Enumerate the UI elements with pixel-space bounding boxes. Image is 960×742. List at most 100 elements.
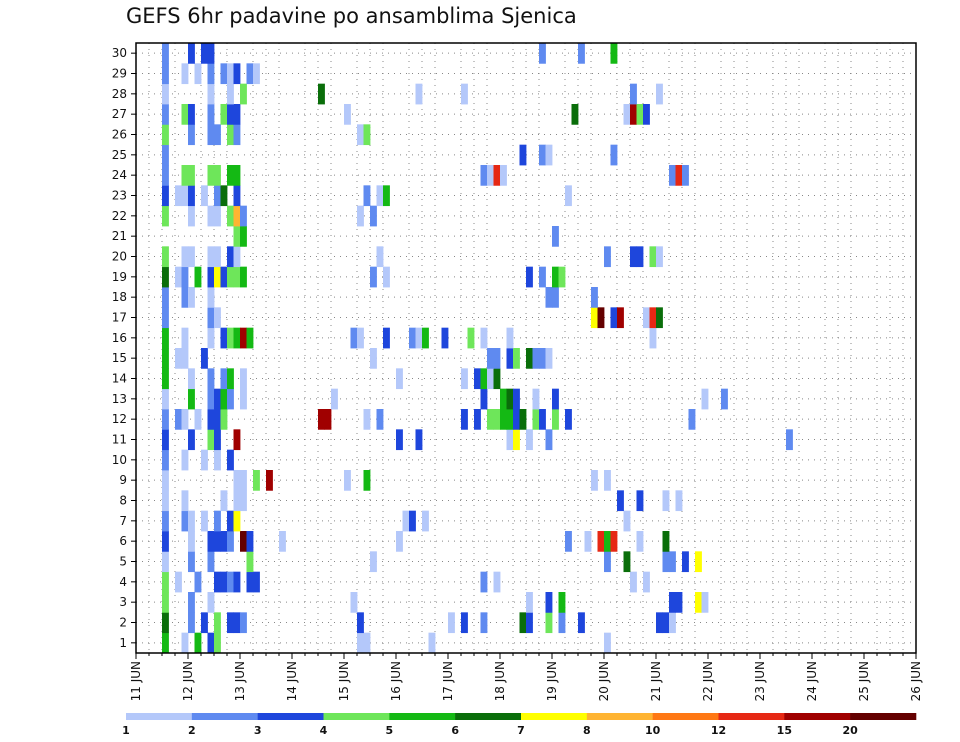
heatmap-cell <box>363 185 371 207</box>
colorbar-swatch <box>126 713 193 720</box>
colorbar-swatch <box>389 713 456 720</box>
heatmap-cell <box>227 104 234 125</box>
heatmap-cell <box>214 124 221 146</box>
colorbar-label: 6 <box>451 724 459 737</box>
heatmap-cell <box>181 287 189 308</box>
heatmap-cell <box>207 409 215 430</box>
heatmap-cell <box>162 348 169 369</box>
heatmap-cell <box>357 124 364 146</box>
heatmap-cell <box>370 551 377 573</box>
heatmap-cell <box>207 551 215 573</box>
heatmap-cell <box>565 531 572 552</box>
heatmap-cell <box>630 246 637 268</box>
colorbar-label: 2 <box>188 724 196 737</box>
heatmap-cell <box>662 490 670 512</box>
heatmap-cell <box>162 43 169 64</box>
heatmap-cell <box>786 429 793 451</box>
heatmap-cell <box>220 531 228 552</box>
heatmap-cell <box>194 266 202 288</box>
heatmap-cell <box>162 368 169 390</box>
colorbar-label: 5 <box>386 724 394 737</box>
heatmap-cell <box>526 429 533 451</box>
y-tick-label: 26 <box>112 128 127 142</box>
colorbar-label: 15 <box>777 724 792 737</box>
heatmap-cell <box>545 144 553 166</box>
heatmap-cell <box>162 510 169 532</box>
heatmap-cell <box>363 409 371 430</box>
heatmap-cell <box>240 612 247 634</box>
heatmap-cell <box>480 612 488 634</box>
y-tick-label: 9 <box>119 473 127 487</box>
heatmap-cell <box>207 307 215 329</box>
heatmap-cell <box>175 348 182 369</box>
heatmap-cell <box>656 307 663 329</box>
heatmap-cell <box>253 63 260 85</box>
heatmap-cell <box>610 307 618 329</box>
heatmap-cell <box>240 490 247 512</box>
heatmap-cell <box>422 327 429 349</box>
x-tick-label: 11 JUN <box>129 661 143 701</box>
heatmap-cell <box>539 266 546 288</box>
heatmap-cell <box>649 246 657 268</box>
y-tick-label: 21 <box>112 229 127 243</box>
heatmap-cell <box>669 165 676 186</box>
heatmap-cell <box>201 612 208 634</box>
heatmap-cell <box>214 429 221 451</box>
heatmap-cell <box>506 409 514 430</box>
heatmap-cell <box>188 246 195 268</box>
heatmap-cell <box>162 429 169 451</box>
heatmap-cell <box>253 470 260 491</box>
heatmap-cell <box>162 104 169 125</box>
heatmap-cell <box>201 348 208 369</box>
heatmap-cell <box>162 83 169 105</box>
heatmap-cell <box>604 632 611 654</box>
heatmap-cell <box>227 571 234 593</box>
heatmap-cell <box>188 205 195 227</box>
heatmap-cell <box>506 348 514 369</box>
heatmap-cells <box>162 43 793 654</box>
heatmap-cell <box>194 409 202 430</box>
heatmap-cell <box>188 165 195 186</box>
heatmap-cell <box>162 63 169 85</box>
heatmap-cell <box>461 83 468 105</box>
heatmap-cell <box>526 348 533 369</box>
y-tick-label: 12 <box>112 412 127 426</box>
heatmap-cell <box>467 327 475 349</box>
heatmap-cell <box>428 632 436 654</box>
heatmap-cell <box>383 266 390 288</box>
heatmap-cell <box>396 429 403 451</box>
heatmap-cell <box>207 104 215 125</box>
heatmap-cell <box>207 388 215 410</box>
heatmap-cell <box>162 632 169 654</box>
heatmap-cell <box>227 205 234 227</box>
colorbar-label: 1 <box>122 724 130 737</box>
heatmap-cell <box>175 266 182 288</box>
heatmap-cell <box>214 165 221 186</box>
heatmap-cell <box>214 205 221 227</box>
x-tick-label: 19 JUN <box>545 661 559 701</box>
heatmap-cell <box>623 510 631 532</box>
heatmap-cell <box>188 592 195 613</box>
heatmap-cell <box>246 571 254 593</box>
heatmap-cell <box>630 104 637 125</box>
heatmap-cell <box>220 63 228 85</box>
heatmap-cell <box>207 83 215 105</box>
heatmap-cell <box>630 571 637 593</box>
heatmap-cell <box>656 612 663 634</box>
heatmap-cell <box>506 429 514 451</box>
heatmap-cell <box>246 63 254 85</box>
heatmap-cell <box>539 43 546 64</box>
y-tick-label: 4 <box>119 575 127 589</box>
heatmap-cell <box>227 388 234 410</box>
heatmap-cell <box>233 266 241 288</box>
heatmap-cell <box>240 388 247 410</box>
heatmap-cell <box>376 185 384 207</box>
y-tick-label: 27 <box>112 107 127 121</box>
heatmap-cell <box>532 388 540 410</box>
colorbar-label: 8 <box>583 724 591 737</box>
heatmap-cell <box>513 388 520 410</box>
y-tick-label: 7 <box>119 514 127 528</box>
heatmap-cell <box>370 205 377 227</box>
heatmap-cell <box>656 246 663 268</box>
heatmap-cell <box>350 592 358 613</box>
